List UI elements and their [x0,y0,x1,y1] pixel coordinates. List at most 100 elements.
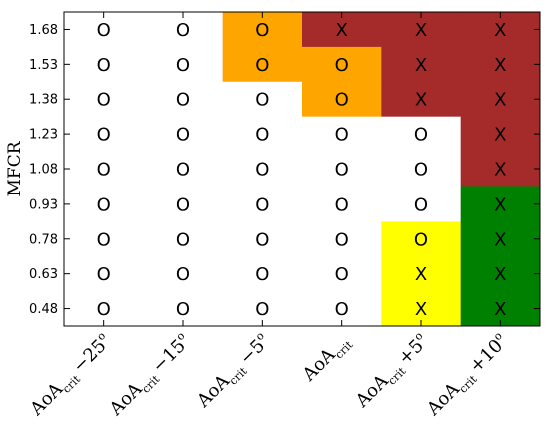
cell-mark: O [255,194,269,215]
cell-mark: X [494,90,506,111]
heatmap-cell [460,46,541,83]
cell-mark: O [414,229,428,250]
cell-mark: O [97,229,111,250]
heatmap-cell [143,81,224,118]
cell-mark: O [335,125,349,146]
cell-mark: O [255,264,269,285]
heatmap-cell [143,186,224,222]
heatmap-cell [460,116,541,153]
heatmap-cell [381,221,462,257]
heatmap-cell [302,256,382,292]
y-axis: 1.68 1.53 1.38 1.23 1.08 0.93 0.78 0.63 0.48 [29,23,540,317]
heatmap-cell [143,116,224,153]
cell-mark: O [335,299,349,320]
heatmap-cell [222,221,303,257]
cell-mark: X [415,20,427,41]
cell-mark: O [335,229,349,250]
cell-mark: X [415,299,427,320]
cell-mark: O [335,264,349,285]
y-axis-label: MFCR [5,140,25,196]
heatmap-cell [143,46,224,83]
cell-mark: O [97,264,111,285]
cell-mark: O [176,125,190,146]
heatmap-cell [222,151,303,187]
y-tick-label: 0.93 [29,197,58,212]
cell-mark: O [176,160,190,181]
y-tick-label: 1.53 [29,58,58,73]
cell-mark: O [176,20,190,41]
cell-mark: O [97,125,111,146]
heatmap-cell [64,46,144,83]
cell-mark: O [414,160,428,181]
heatmap-cell [381,81,462,118]
y-tick-label: 1.38 [29,93,58,108]
y-tick-label: 1.08 [29,163,58,178]
cell-marks: O O O X X XO O O O X XO O O O X XO O O O O XO O O O O XO O O O O XO O O O… [97,20,507,320]
heatmap-cell [222,46,303,83]
heatmap-cell [143,151,224,187]
heatmap-cell [64,186,144,222]
heatmap-cell [460,186,541,222]
heatmap-cell [222,186,303,222]
heatmap-cell [460,256,541,292]
cell-mark: O [176,299,190,320]
cell-mark: O [97,160,111,181]
heatmap-cell [64,256,144,292]
y-tick-label: 0.78 [29,232,58,247]
cell-mark: O [255,299,269,320]
cell-mark: X [415,264,427,285]
x-tick-label: AoAcrit [298,330,356,388]
cell-mark: X [494,125,506,146]
heatmap-cell [302,221,382,257]
heatmap-cell [381,116,462,153]
cell-mark: X [415,90,427,111]
cell-mark: X [494,194,506,215]
cell-mark: X [494,55,506,76]
cell-mark: X [494,264,506,285]
y-tick-label: 0.63 [29,267,58,282]
cell-mark: X [494,299,506,320]
heatmap-cell [381,186,462,222]
heatmap-cell [381,256,462,292]
cell-mark: O [97,194,111,215]
heatmap-cell [460,81,541,118]
heatmap-cell [381,151,462,187]
cell-mark: O [414,125,428,146]
cell-mark: O [97,20,111,41]
heatmap-cell [143,256,224,292]
heatmap-cell [222,81,303,118]
cell-mark: O [97,55,111,76]
cell-mark: X [494,20,506,41]
cell-mark: X [494,160,506,181]
heatmap-cell [302,81,382,118]
cell-mark: O [335,160,349,181]
heatmap-cell [64,81,144,118]
heatmap-cell [64,151,144,187]
heatmap-cell [302,46,382,83]
cell-mark: O [255,90,269,111]
heatmap-cell [460,221,541,257]
cell-mark: O [255,160,269,181]
cell-backgrounds [64,12,541,327]
y-tick-label: 0.48 [29,302,58,317]
cell-mark: O [414,194,428,215]
heatmap-cell [222,256,303,292]
cell-mark: O [176,194,190,215]
cell-mark: O [255,229,269,250]
y-tick-label: 1.23 [29,128,58,143]
cell-mark: O [335,194,349,215]
cell-mark: O [176,55,190,76]
x-tick-label: AoAcrit+10o [421,329,514,422]
heatmap-cell [302,116,382,153]
cell-mark: O [97,299,111,320]
cell-mark: O [335,90,349,111]
cell-mark: O [335,55,349,76]
heatmap-cell [64,221,144,257]
heatmap-cell [143,221,224,257]
cell-mark: O [255,20,269,41]
x-tick-label: AoAcrit−15o [103,329,196,422]
cell-mark: O [176,90,190,111]
heatmap-cell [460,151,541,187]
heatmap-cell [302,186,382,222]
heatmap-cell [64,116,144,153]
